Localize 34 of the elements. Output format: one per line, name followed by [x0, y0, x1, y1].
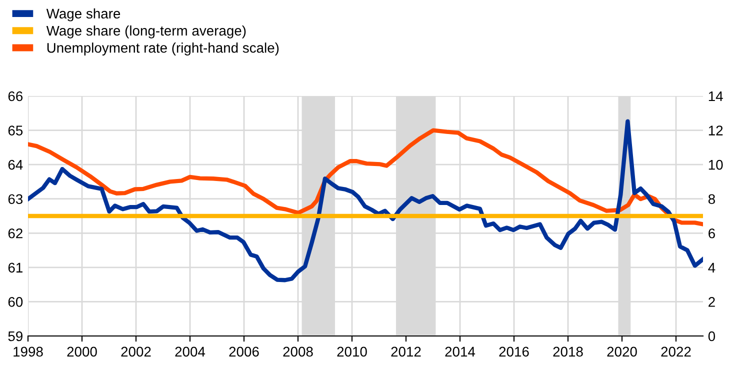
x-tick-label: 1998: [14, 346, 43, 357]
y-tick-label: 60: [8, 297, 23, 307]
y-tick-label: 65: [8, 126, 23, 136]
y-tick-label: 64: [8, 160, 23, 170]
y-tick-label: 63: [8, 194, 23, 204]
x-tick-label: 2000: [67, 346, 97, 357]
y2-tick-label: 10: [708, 160, 723, 170]
y-tick-label: 59: [8, 331, 22, 342]
line-series: [28, 119, 703, 282]
y2-tick-label: 4: [708, 262, 716, 272]
x-tick-label: 2004: [175, 346, 206, 357]
y2-tick-label: 8: [708, 194, 715, 204]
x-tick-label: 2010: [337, 346, 367, 357]
x-tick-label: 2020: [607, 346, 637, 357]
y-tick-label: 66: [8, 91, 23, 102]
y2-tick-label: 6: [708, 228, 715, 238]
y2-tick-label: 12: [708, 126, 723, 136]
line-series: [28, 128, 703, 226]
x-tick-label: 2022: [661, 346, 691, 357]
x-tick-label: 2016: [499, 346, 529, 357]
y-tick-label: 61: [8, 262, 22, 273]
legend-label: Wage share (long-term average): [46, 25, 246, 38]
y-tick-label: 62: [8, 228, 22, 238]
legend-label: Unemployment rate (right-hand scale): [47, 42, 279, 56]
y2-tick-label: 0: [708, 331, 716, 342]
legend-label: Wage share: [46, 8, 120, 22]
x-tick-label: 2012: [391, 346, 421, 357]
x-tick-label: 2006: [229, 346, 259, 357]
x-tick-label: 2018: [553, 346, 583, 357]
x-tick-label: 2002: [121, 346, 151, 357]
x-tick-label: 2008: [283, 346, 313, 357]
y2-tick-label: 14: [708, 91, 723, 102]
x-tick-label: 2014: [445, 346, 476, 357]
y2-tick-label: 2: [708, 297, 715, 307]
